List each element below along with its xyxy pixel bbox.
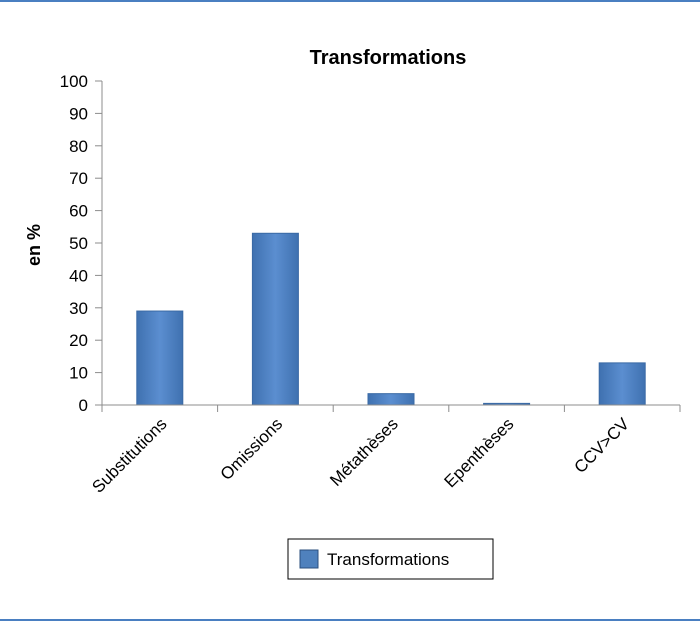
y-tick-label: 60: [69, 202, 88, 221]
legend-label: Transformations: [327, 550, 449, 569]
x-tick-label: Substitutions: [88, 414, 170, 496]
bar: [136, 310, 184, 406]
y-tick-label: 80: [69, 137, 88, 156]
y-axis: 0 10 20 30 40 50 60 70 80 90 100: [60, 72, 103, 415]
legend-swatch: [299, 549, 319, 569]
y-tick-label: 100: [60, 72, 88, 91]
chart-title: Transformations: [310, 47, 467, 69]
y-tick-label: 10: [69, 364, 88, 383]
bar: [598, 362, 646, 406]
bar: [251, 232, 299, 406]
y-axis-label: en %: [24, 224, 44, 266]
y-tick-label: 70: [69, 169, 88, 188]
bar-series: [136, 232, 646, 406]
bar: [367, 393, 415, 406]
x-tick-label: Epenthèses: [440, 414, 517, 491]
legend: Transformations: [287, 538, 494, 580]
y-tick-label: 0: [79, 396, 88, 415]
y-tick-label: 90: [69, 104, 88, 123]
y-tick-label: 50: [69, 234, 88, 253]
y-tick-label: 40: [69, 266, 88, 285]
x-tick-label: CCV>CV: [570, 414, 633, 477]
y-tick-label: 20: [69, 331, 88, 350]
legend-box: [287, 538, 494, 580]
x-tick-label: Omissions: [217, 414, 287, 484]
x-tick-label: Métathèses: [326, 414, 402, 490]
x-axis: Substitutions Omissions Métathèses Epenthès…: [88, 404, 681, 497]
y-tick-label: 30: [69, 299, 88, 318]
